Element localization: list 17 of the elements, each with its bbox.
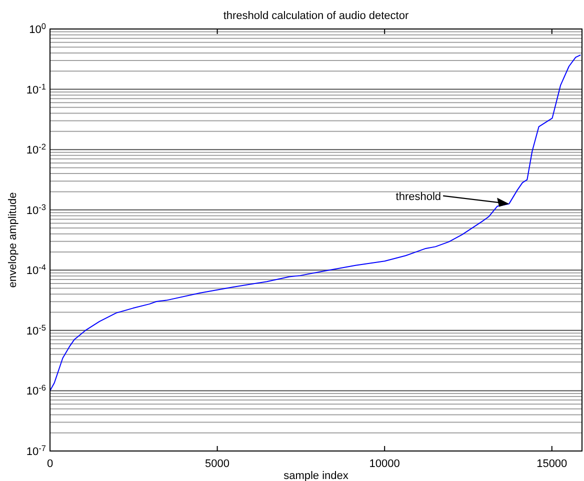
x-tick-label: 15000 (536, 458, 568, 470)
chart-title: threshold calculation of audio detector (223, 10, 409, 22)
y-tick-label: 10$^{-3}$ (26, 202, 46, 217)
y-tick-label: 10$^{-6}$ (26, 383, 46, 398)
y-tick-label: 10$^{0}$ (29, 22, 46, 36)
y-tick-label: 10$^{-7}$ (26, 444, 46, 458)
x-axis-title: sample index (284, 470, 349, 481)
y-tick-label: 10$^{-2}$ (26, 142, 46, 157)
y-axis-title: envelope amplitude (7, 192, 19, 288)
y-tick-label: 10$^{-1}$ (26, 82, 46, 96)
x-tick-label: 10000 (369, 458, 400, 470)
y-tick-label: 10$^{-5}$ (26, 322, 46, 338)
x-tick-label: 0 (46, 458, 54, 470)
y-tick-label: 10$^{-4}$ (26, 262, 46, 278)
x-tick-label: 5000 (205, 458, 230, 470)
line-series (50, 54, 582, 392)
annotation: threshold (396, 190, 442, 203)
